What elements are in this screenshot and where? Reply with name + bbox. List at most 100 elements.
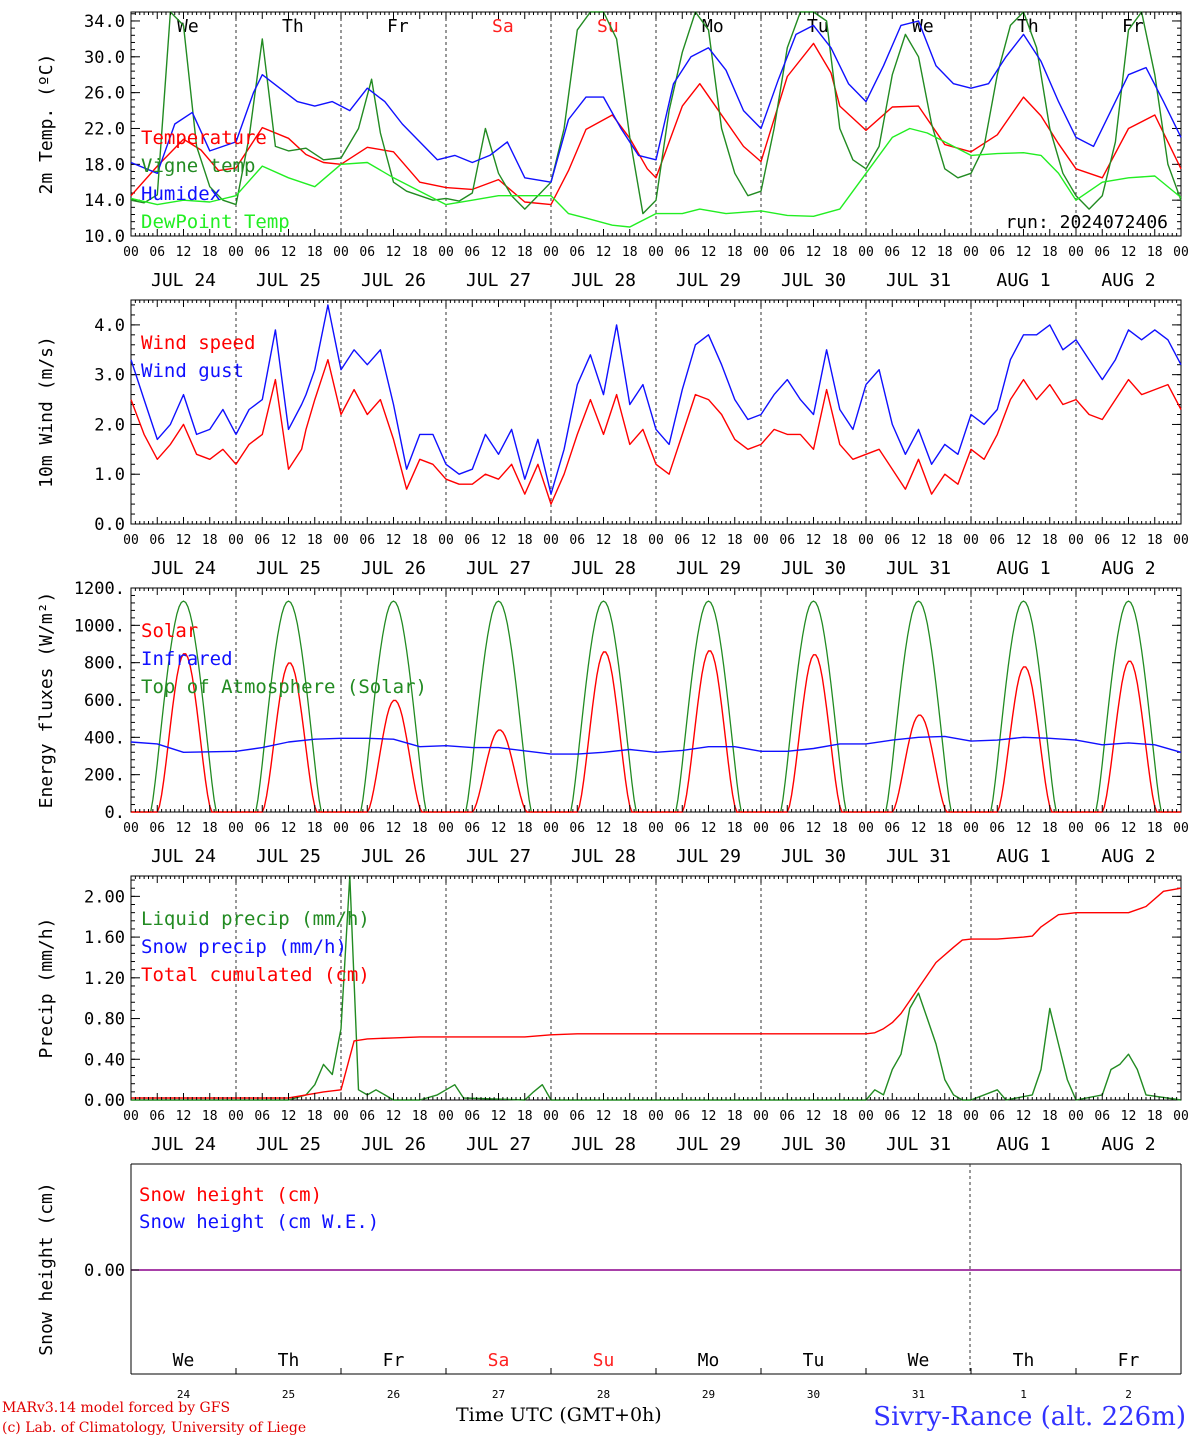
- x-hour-label: 00: [228, 1109, 244, 1124]
- y-tick-label: 0.: [105, 803, 125, 823]
- x-hour-label: 06: [149, 821, 165, 836]
- x-hour-label: 18: [1042, 533, 1058, 548]
- x-hour-label: 00: [333, 533, 349, 548]
- x-hour-label: 00: [333, 245, 349, 260]
- date-label: AUG 1: [996, 1134, 1050, 1155]
- x-hour-label: 18: [517, 1109, 533, 1124]
- y-axis-title: Energy fluxes (W/m²): [36, 592, 57, 809]
- lab-credit: (c) Lab. of Climatology, University of L…: [2, 1420, 307, 1436]
- date-label: JUL 25: [256, 1134, 321, 1155]
- x-hour-label: 06: [254, 533, 270, 548]
- x-hour-label: 18: [832, 245, 848, 260]
- x-hour-label: 00: [648, 245, 664, 260]
- x-hour-label: 12: [491, 1109, 507, 1124]
- date-label: JUL 24: [151, 270, 216, 291]
- weekday-label: Tu: [807, 16, 829, 37]
- snow-weekday-label: Fr: [1118, 1350, 1140, 1371]
- date-label: AUG 2: [1101, 558, 1155, 579]
- snow-weekday-label: Th: [278, 1350, 300, 1371]
- y-axis-title: Snow height (cm): [36, 1182, 57, 1355]
- x-hour-label: 12: [596, 533, 612, 548]
- x-hour-label: 12: [1016, 1109, 1032, 1124]
- x-hour-label: 00: [753, 533, 769, 548]
- x-hour-label: 18: [412, 245, 428, 260]
- x-hour-label: 18: [622, 533, 638, 548]
- x-hour-label: 00: [1173, 1109, 1189, 1124]
- date-label: JUL 24: [151, 846, 216, 867]
- x-hour-label: 00: [543, 1109, 559, 1124]
- x-hour-label: 06: [359, 821, 375, 836]
- x-hour-label: 18: [202, 821, 218, 836]
- legend-entry: Snow precip (mm/h): [141, 936, 347, 958]
- date-label: JUL 31: [886, 270, 951, 291]
- x-hour-label: 18: [307, 533, 323, 548]
- x-hour-label: 06: [254, 821, 270, 836]
- x-hour-label: 12: [491, 245, 507, 260]
- x-hour-label: 00: [648, 821, 664, 836]
- x-hour-label: 06: [779, 245, 795, 260]
- x-hour-label: 18: [1042, 1109, 1058, 1124]
- x-hour-label: 18: [1042, 245, 1058, 260]
- y-tick-label: 22.0: [84, 119, 125, 139]
- legend-entry: Snow height (cm W.E.): [139, 1211, 379, 1233]
- run-label: run: 2024072406: [1005, 212, 1168, 233]
- x-hour-label: 00: [228, 245, 244, 260]
- x-hour-label: 06: [884, 1109, 900, 1124]
- x-hour-label: 12: [176, 821, 192, 836]
- x-hour-label: 18: [937, 1109, 953, 1124]
- x-hour-label: 00: [1173, 533, 1189, 548]
- x-hour-label: 12: [1016, 533, 1032, 548]
- legend-entry: Wind gust: [141, 360, 244, 382]
- snow-day-number: 2: [1125, 1388, 1132, 1401]
- snow-weekday-label: We: [908, 1350, 930, 1371]
- x-hour-label: 12: [1016, 821, 1032, 836]
- date-label: JUL 27: [466, 846, 531, 867]
- legend-entry: DewPoint Temp: [141, 211, 290, 233]
- x-hour-label: 00: [123, 245, 139, 260]
- x-hour-label: 18: [1147, 245, 1163, 260]
- y-axis-title: 2m Temp. (ºC): [36, 54, 57, 195]
- x-hour-label: 06: [1094, 245, 1110, 260]
- snow-weekday-label: Sa: [488, 1350, 510, 1371]
- y-tick-label: 34.0: [84, 12, 125, 32]
- x-hour-label: 06: [149, 1109, 165, 1124]
- x-hour-label: 06: [569, 821, 585, 836]
- model-credit: MARv3.14 model forced by GFS: [2, 1400, 231, 1416]
- y-tick-label: 1.20: [84, 969, 125, 989]
- x-hour-label: 06: [569, 245, 585, 260]
- weekday-label: We: [177, 16, 199, 37]
- x-hour-label: 18: [202, 245, 218, 260]
- x-hour-label: 12: [806, 245, 822, 260]
- x-hour-label: 06: [359, 1109, 375, 1124]
- weekday-label: Su: [597, 16, 619, 37]
- x-hour-label: 00: [963, 245, 979, 260]
- x-hour-label: 12: [386, 821, 402, 836]
- x-hour-label: 18: [307, 821, 323, 836]
- legend-entry: Temperature: [141, 127, 267, 149]
- y-tick-label: 1000.: [74, 616, 125, 636]
- date-label: JUL 29: [676, 270, 741, 291]
- x-hour-label: 00: [123, 821, 139, 836]
- x-hour-label: 06: [779, 1109, 795, 1124]
- x-hour-label: 06: [254, 1109, 270, 1124]
- x-hour-label: 12: [596, 1109, 612, 1124]
- date-label: JUL 31: [886, 558, 951, 579]
- legend-entry: Vigne temp: [141, 155, 255, 177]
- y-tick-label: 1.0: [94, 465, 125, 485]
- x-hour-label: 18: [1147, 533, 1163, 548]
- date-label: JUL 24: [151, 558, 216, 579]
- date-label: JUL 25: [256, 846, 321, 867]
- x-hour-label: 18: [727, 533, 743, 548]
- x-hour-label: 00: [333, 1109, 349, 1124]
- x-hour-label: 00: [228, 533, 244, 548]
- x-hour-label: 00: [858, 1109, 874, 1124]
- x-hour-label: 00: [858, 533, 874, 548]
- y-tick-label: 1200.: [74, 579, 125, 599]
- x-hour-label: 18: [622, 821, 638, 836]
- panel-frame-2: [130, 299, 1182, 525]
- legend-entry: Humidex: [141, 183, 221, 205]
- weekday-label: Fr: [1122, 16, 1144, 37]
- x-hour-label: 06: [989, 245, 1005, 260]
- x-hour-label: 18: [517, 245, 533, 260]
